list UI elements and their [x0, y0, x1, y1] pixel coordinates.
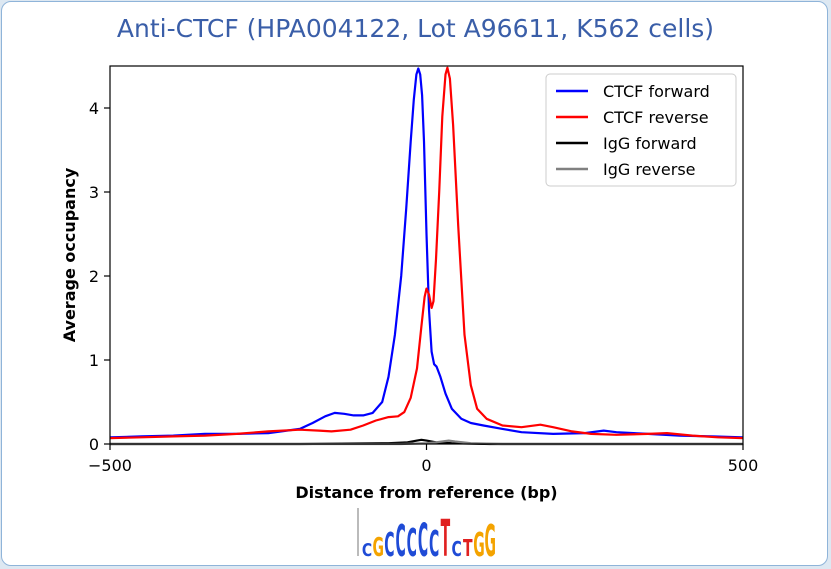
y-tick-label: 3 [89, 183, 99, 202]
legend-entry: IgG forward [603, 134, 697, 153]
axes: −500 0 500 0 1 2 3 4 [88, 65, 759, 475]
logo-letter: T [463, 535, 473, 562]
y-tick-label: 4 [89, 99, 99, 118]
legend-entry: CTCF reverse [603, 108, 709, 127]
x-tick-label: −500 [88, 456, 132, 475]
x-tick-label: 500 [728, 456, 759, 475]
logo-letter: C [451, 539, 461, 562]
logo-letter: G [484, 516, 495, 567]
logo-letter: G [473, 525, 484, 564]
x-axis-label: Distance from reference (bp) [295, 483, 557, 502]
legend-box [545, 73, 737, 187]
y-tick-label: 0 [89, 435, 99, 454]
logo-letter: C [418, 514, 428, 567]
y-tick-label: 1 [89, 351, 99, 370]
logo-letter: C [407, 520, 417, 565]
y-tick-label: 2 [89, 267, 99, 286]
series-line-ctcf-forward [109, 67, 744, 439]
x-tick-label: 0 [421, 456, 431, 475]
legend-entry: IgG reverse [603, 160, 696, 179]
logo-letter: T [441, 508, 451, 568]
logo-letter: C [362, 539, 372, 560]
chart-title: Anti-CTCF (HPA004122, Lot A96611, K562 c… [116, 14, 715, 43]
logo-letter: C [384, 525, 394, 564]
y-axis-label: Average occupancy [60, 167, 79, 342]
logo-letter: C [429, 524, 439, 565]
series-line-ctcf-reverse [109, 66, 744, 440]
legend-entry: CTCF forward [603, 82, 710, 101]
logo-letter: C [395, 516, 405, 567]
legend: CTCF forward CTCF reverse IgG forward IgG r… [545, 73, 737, 187]
logo-letter: G [372, 532, 383, 562]
